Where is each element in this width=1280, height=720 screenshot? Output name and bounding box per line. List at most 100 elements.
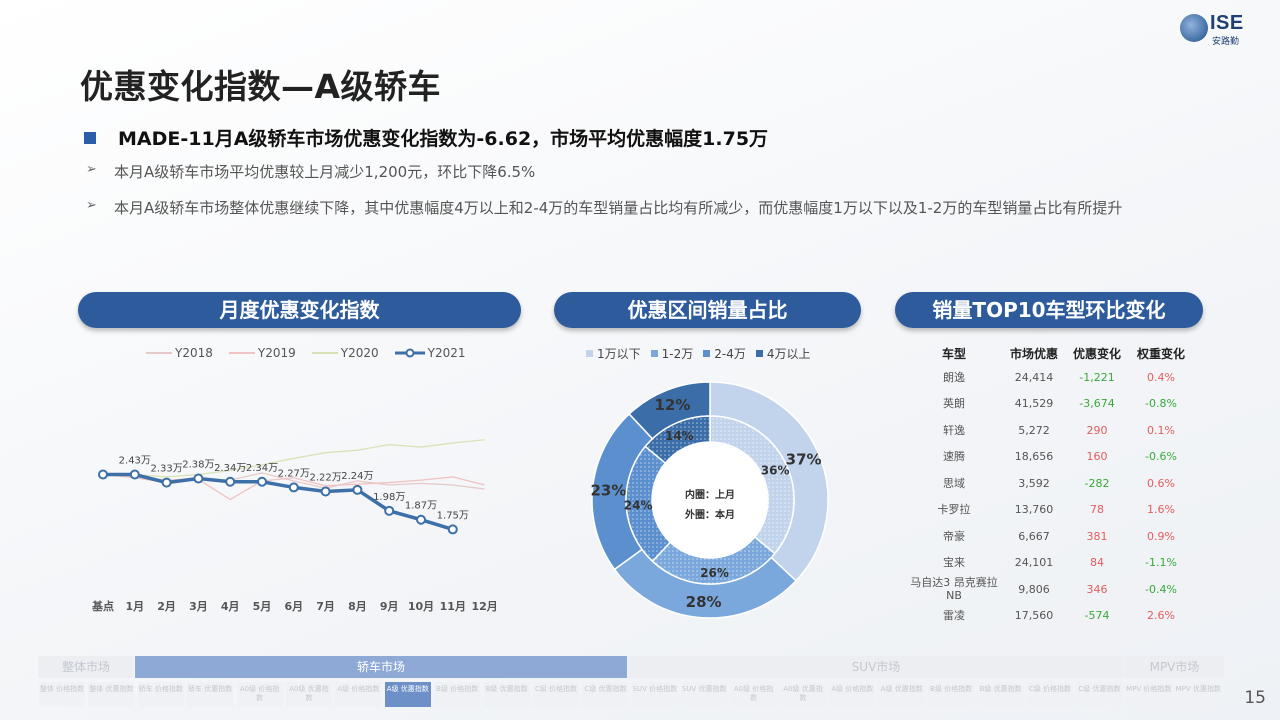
nav-subitem[interactable]: A级 价格指数 xyxy=(335,682,382,707)
nav-subitem[interactable]: SUV 价格指数 xyxy=(631,682,678,707)
data-point-y2021 xyxy=(320,486,331,497)
data-point-y2021 xyxy=(384,505,395,516)
cell-discount: 41,529 xyxy=(1014,397,1054,411)
nav-subitem[interactable]: C级 优惠指数 xyxy=(582,682,629,707)
nav-mpv-market[interactable]: MPV市场 xyxy=(1125,656,1224,678)
data-point-y2021 xyxy=(288,482,299,493)
cell-discount: 13,760 xyxy=(1014,503,1054,517)
nav-subitem[interactable]: 轿车 优惠指数 xyxy=(187,682,234,707)
nav-subitem[interactable]: B级 优惠指数 xyxy=(483,682,530,707)
table-row: 速腾 18,656 160 -0.6% xyxy=(905,444,1193,471)
cell-weight: 0.4% xyxy=(1147,370,1175,384)
header-change: 优惠变化 xyxy=(1072,346,1121,361)
cell-weight: -0.4% xyxy=(1145,582,1177,596)
table-row: 马自达3 昂克赛拉NB 9,806 346 -0.4% xyxy=(905,576,1193,603)
cell-weight: -0.6% xyxy=(1145,450,1177,464)
legend-item-y2018: Y2018 xyxy=(146,346,213,360)
nav-subitem[interactable]: SUV 优惠指数 xyxy=(681,682,728,707)
bullet-2: ➢ 本月A级轿车市场整体优惠继续下降，其中优惠幅度4万以上和2-4万的车型销量占… xyxy=(86,196,1204,220)
nav-subitem[interactable]: A级 价格指数 xyxy=(829,682,876,707)
cell-model: 卡罗拉 xyxy=(937,503,971,517)
nav-subitem[interactable]: B级 价格指数 xyxy=(928,682,975,707)
section-title-range-share: 优惠区间销量占比 xyxy=(554,292,861,328)
x-tick-label: 1月 xyxy=(125,600,144,613)
nav-subitem[interactable]: A0级 价格指数 xyxy=(730,682,777,707)
nav-suv-market[interactable]: SUV市场 xyxy=(628,656,1124,678)
data-label: 1.75万 xyxy=(437,510,469,521)
nav-subitem[interactable]: B级 价格指数 xyxy=(434,682,481,707)
series-line-y2021 xyxy=(103,472,454,532)
legend-item-y2019: Y2019 xyxy=(228,346,296,360)
data-point-y2021 xyxy=(161,477,172,488)
x-tick-label: 9月 xyxy=(380,600,399,613)
data-label: 2.27万 xyxy=(278,468,310,479)
nav-subitem[interactable]: B级 优惠指数 xyxy=(977,682,1024,707)
legend-item-over-4w: 4万以上 xyxy=(755,345,811,362)
inner-ring-label: 36% xyxy=(761,463,790,477)
cell-discount: 17,560 xyxy=(1014,609,1054,623)
cell-weight: 0.6% xyxy=(1147,476,1175,490)
center-label-outer: 外圈：本月 xyxy=(684,508,735,521)
nav-subitem[interactable]: 轿车 价格指数 xyxy=(137,682,184,707)
cell-discount: 3,592 xyxy=(1018,476,1050,490)
arrow-bullet-icon: ➢ xyxy=(86,198,97,213)
nav-subitem[interactable]: A0级 优惠指数 xyxy=(780,682,826,707)
header-weight: 权重变化 xyxy=(1136,346,1185,361)
cell-weight: 2.6% xyxy=(1147,609,1175,623)
table-row: 卡罗拉 13,760 78 1.6% xyxy=(905,497,1193,524)
data-label: 1.87万 xyxy=(405,501,437,512)
nav-subitem[interactable]: MPV 价格指数 xyxy=(1125,682,1172,707)
data-point-y2021 xyxy=(225,476,236,487)
nav-subitem[interactable]: A0级 价格指数 xyxy=(236,682,283,707)
outer-ring-label: 12% xyxy=(654,396,690,414)
arrow-bullet-icon: ➢ xyxy=(86,162,97,177)
data-point-y2021 xyxy=(447,524,458,535)
line-chart-legend: Y2018 Y2019 Y2020 Y2021 xyxy=(146,346,482,360)
cell-change: 290 xyxy=(1086,423,1108,437)
cell-change: -282 xyxy=(1084,476,1110,490)
data-point-y2021 xyxy=(352,484,363,495)
headline: MADE-11月A级轿车市场优惠变化指数为-6.62，市场平均优惠幅度1.75万 xyxy=(84,124,768,151)
x-tick-label: 3月 xyxy=(189,600,208,613)
cell-weight: -1.1% xyxy=(1145,556,1177,570)
legend-item-y2021: Y2021 xyxy=(394,346,466,360)
x-tick-label: 12月 xyxy=(471,600,497,613)
data-label: 2.33万 xyxy=(150,464,182,475)
nav-subitem[interactable]: 整体 价格指数 xyxy=(39,682,85,707)
legend-item-y2020: Y2020 xyxy=(311,346,379,360)
donut-legend: 1万以下 1-2万 2-4万 4万以上 xyxy=(586,345,821,362)
cell-model: 雷凌 xyxy=(943,609,965,623)
page-title: 优惠变化指数—A级轿车 xyxy=(80,67,442,106)
nav-subitem[interactable]: 整体 优惠指数 xyxy=(88,682,135,707)
data-point-y2021 xyxy=(416,514,426,525)
cell-model: 速腾 xyxy=(943,450,965,464)
nav-subitem[interactable]: C级 价格指数 xyxy=(1027,682,1073,707)
series-line-y2020 xyxy=(103,439,485,478)
nav-subitem[interactable]: C级 优惠指数 xyxy=(1076,682,1123,707)
top10-table: 车型 市场优惠 优惠变化 权重变化 朗逸 24,414 -1,221 0.4% 英朗 41… xyxy=(905,342,1193,629)
bullet-text: 本月A级轿车市场平均优惠较上月减少1,200元，环比下降6.5% xyxy=(114,163,536,181)
nav-overall-market[interactable]: 整体市场 xyxy=(38,656,134,678)
cell-model: 朗逸 xyxy=(943,370,965,384)
outer-ring-label: 28% xyxy=(686,593,722,611)
nav-subitem[interactable]: A级 优惠指数 xyxy=(878,682,925,707)
data-point-y2021 xyxy=(193,473,204,484)
inner-ring-label: 26% xyxy=(700,566,729,580)
table-header-row: 车型 市场优惠 优惠变化 权重变化 xyxy=(905,342,1193,364)
nav-subitem[interactable]: A级 优惠指数 xyxy=(384,682,431,707)
cell-change: 78 xyxy=(1090,503,1104,517)
nav-subitem[interactable]: C级 价格指数 xyxy=(533,682,579,707)
legend-marker-y2021 xyxy=(394,348,425,358)
x-tick-label: 2月 xyxy=(157,600,176,613)
x-tick-label: 4月 xyxy=(221,600,240,613)
nav-sedan-market[interactable]: 轿车市场 xyxy=(135,656,627,678)
cell-change: 346 xyxy=(1086,582,1108,596)
legend-item-1-2w: 1-2万 xyxy=(650,345,693,362)
inner-ring-label: 14% xyxy=(665,429,694,443)
data-label: 2.43万 xyxy=(119,456,151,467)
cell-change: 84 xyxy=(1090,556,1104,570)
nav-subitem[interactable]: A0级 优惠指数 xyxy=(286,682,332,707)
nav-subitem[interactable]: MPV 优惠指数 xyxy=(1175,682,1222,707)
x-tick-label: 7月 xyxy=(316,600,335,613)
table-row: 朗逸 24,414 -1,221 0.4% xyxy=(905,364,1193,391)
